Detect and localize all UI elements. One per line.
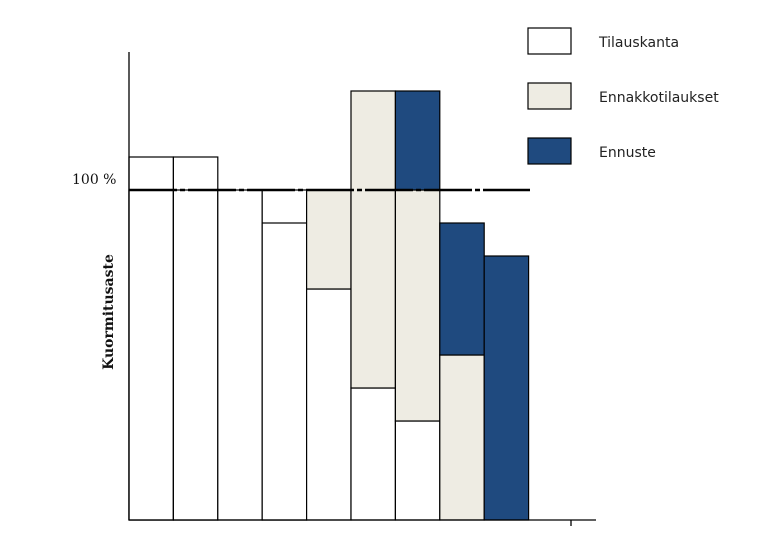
legend: Tilauskanta Ennakkotilaukset Ennuste	[527, 27, 719, 165]
bars-group	[128, 90, 530, 521]
bar-segment-5-tilauskanta	[306, 288, 352, 521]
legend-swatch-ennuste	[527, 137, 572, 165]
legend-swatch-tilauskanta	[527, 27, 572, 55]
y-axis-title: Kuormitusaste	[101, 254, 117, 370]
legend-swatch-ennakkotilaukset	[527, 82, 572, 110]
bar-segment-6-tilauskanta	[350, 387, 397, 521]
reference-line-label: 100 %	[72, 172, 116, 188]
bar-segment-7-tilauskanta	[394, 420, 441, 521]
legend-label-tilauskanta: Tilauskanta	[598, 35, 679, 51]
bar-segment-6-ennakkotilaukset	[350, 90, 397, 389]
axes-group	[128, 52, 596, 526]
legend-label-ennuste: Ennuste	[599, 145, 656, 161]
bar-segment-8-ennakkotilaukset	[439, 354, 485, 521]
bar-segment-7-ennuste	[394, 90, 441, 191]
bar-segment-3-tilauskanta	[217, 189, 263, 521]
bar-segment-8-ennuste	[439, 222, 485, 356]
legend-label-ennakkotilaukset: Ennakkotilaukset	[599, 90, 719, 106]
bar-segment-2-tilauskanta	[172, 189, 219, 521]
bar-segment-7-ennakkotilaukset	[394, 189, 441, 422]
bar-segment-4-tilauskanta	[261, 222, 308, 521]
bar-segment-9-ennuste	[483, 255, 530, 521]
bar-segment-5-ennakkotilaukset	[306, 189, 352, 290]
bar-segment-1-tilauskanta	[128, 189, 175, 521]
